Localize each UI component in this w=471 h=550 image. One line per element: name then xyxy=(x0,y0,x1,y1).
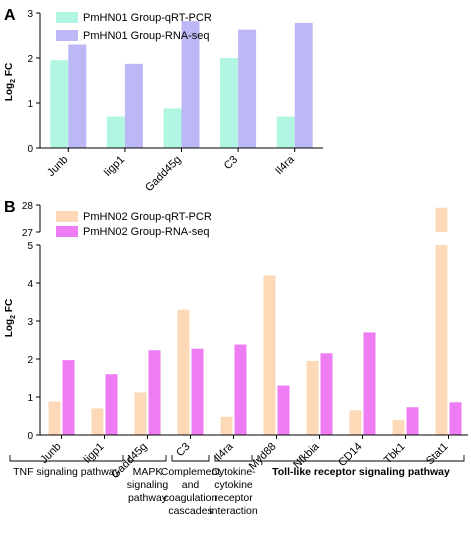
pathway-label-4-line-4: interaction xyxy=(209,505,258,517)
pathway-label-5-line-1: Toll-like receptor signaling pathway xyxy=(272,466,450,478)
panel-label-b: B xyxy=(4,199,16,216)
category-label-c3: C3 xyxy=(174,441,192,459)
bar-b-rnaseq-iigp1 xyxy=(105,374,118,435)
category-label-cd14: CD14 xyxy=(336,441,364,469)
pathway-label-2-line-2: signaling xyxy=(127,479,169,491)
category-label-junb: Junb xyxy=(45,154,70,179)
bar-a-qpcr-junb xyxy=(50,60,69,148)
category-label-il4ra: Il4ra xyxy=(273,153,297,177)
pathway-label-4-line-1: Cytokine- xyxy=(211,466,256,478)
bar-b-qpcr-c3 xyxy=(177,309,190,435)
pathway-label-1-line-1: TNF signaling pathway xyxy=(13,466,121,478)
bar-b-rnaseq-nfkbia xyxy=(320,353,333,435)
pathway-label-2-line-1: MAPK xyxy=(133,466,163,478)
bar-b-qpcr-nfkbia xyxy=(306,360,319,435)
bar-a-rnaseq-iigp1 xyxy=(124,63,143,148)
bar-b-qpcr-il4ra xyxy=(220,416,233,435)
bar-a-rnaseq-c3 xyxy=(238,29,257,148)
bar-b-rnaseq-cd14 xyxy=(363,332,376,435)
category-label-iigp1: Iigp1 xyxy=(81,441,106,466)
bar-b-qpcr-stat1 xyxy=(435,245,448,435)
pathway-label-4-line-3: receptor xyxy=(214,492,253,504)
pathway-label-4-line-2: cytokine xyxy=(214,479,253,491)
y-tick-label-b-1: 1 xyxy=(27,393,33,404)
legend-label-1: PmHN01 Group-qRT-PCR xyxy=(83,12,212,24)
y-axis-label: Log2 FC xyxy=(4,299,17,337)
legend-swatch-1 xyxy=(56,12,78,23)
legend-swatch-1 xyxy=(56,211,78,222)
legend-label-2: PmHN02 Group-RNA-seq xyxy=(83,226,210,238)
category-label-iigp1: Iigp1 xyxy=(102,154,127,179)
y-tick-label-b-2: 2 xyxy=(27,355,33,366)
bar-a-rnaseq-gadd45g xyxy=(181,21,200,149)
bar-b-qpcr-cd14 xyxy=(349,410,362,435)
y-tick-label-a-0: 0 xyxy=(27,144,33,155)
pathway-label-3-line-3: coagulation xyxy=(164,492,218,504)
bar-a-qpcr-il4ra xyxy=(276,116,295,148)
bar-b-qpcr-iigp1 xyxy=(91,408,104,435)
pathway-label-3-line-2: and xyxy=(182,479,200,491)
bar-a-qpcr-c3 xyxy=(220,58,239,148)
y-axis-label: Log2 FC xyxy=(4,63,17,101)
bar-a-rnaseq-il4ra xyxy=(294,22,313,148)
panel-b: B 0 1 2 3 4 5 27 28 Log2 FC PmHN02 Group-qRT-PCR Pm… xyxy=(4,199,468,517)
bar-b-qpcr-junb xyxy=(48,401,61,435)
y-tick-label-a-1: 1 xyxy=(27,99,33,110)
category-label-gadd45g: Gadd45g xyxy=(143,154,183,194)
pathway-label-3-line-1: Complement xyxy=(161,466,221,478)
category-label-junb: Junb xyxy=(38,441,63,466)
y-tick-label-a-3: 3 xyxy=(27,9,33,20)
category-label-stat1: Stat1 xyxy=(424,441,451,468)
bar-b-rnaseq-myd88 xyxy=(277,385,290,435)
bar-b-rnaseq-c3 xyxy=(191,348,204,435)
y-tick-label-b-27: 27 xyxy=(22,228,34,239)
pathway-bracket-5 xyxy=(257,455,465,462)
category-label-tbk1: Tbk1 xyxy=(382,441,408,467)
y-tick-label-b-4: 4 xyxy=(27,279,33,290)
pathway-label-2-line-3: pathway xyxy=(128,492,168,504)
bar-b-rnaseq-stat1 xyxy=(449,402,462,435)
pathway-bracket-3 xyxy=(171,455,210,462)
y-tick-label-a-2: 2 xyxy=(27,54,33,65)
bar-b-qpcr-gadd45g xyxy=(134,392,147,435)
y-tick-label-b-0: 0 xyxy=(27,431,33,442)
bar-a-rnaseq-junb xyxy=(68,44,87,148)
bar-b-rnaseq-il4ra xyxy=(234,344,247,435)
pathway-bracket-4 xyxy=(214,455,253,462)
category-label-c3: C3 xyxy=(222,154,240,172)
pathway-bracket-1 xyxy=(9,455,124,462)
bar-a-qpcr-gadd45g xyxy=(163,108,182,148)
bar-b-rnaseq-gadd45g xyxy=(148,350,161,435)
panel-a: A 0 1 2 3 Log2 FC PmHN01 Group-qRT-PCR PmHN01 G… xyxy=(4,7,323,194)
panel-label-a: A xyxy=(4,7,16,24)
bar-a-qpcr-iigp1 xyxy=(106,116,125,148)
bar-b-qpcr-myd88 xyxy=(263,275,276,435)
y-tick-label-b-3: 3 xyxy=(27,317,33,328)
bar-b-rnaseq-tbk1 xyxy=(406,407,419,435)
pathway-label-3-line-4: cascades xyxy=(168,505,212,517)
legend-label-1: PmHN02 Group-qRT-PCR xyxy=(83,211,212,223)
bar-b-rnaseq-junb xyxy=(62,360,75,435)
y-tick-label-b-28: 28 xyxy=(22,201,34,212)
y-tick-label-b-5: 5 xyxy=(27,241,33,252)
pathway-bracket-2 xyxy=(128,455,167,462)
legend-label-2: PmHN01 Group-RNA-seq xyxy=(83,30,210,42)
legend-swatch-2 xyxy=(56,30,78,41)
legend-swatch-2 xyxy=(56,226,78,237)
bar-b-qpcr-stat1-upper xyxy=(435,207,448,232)
bar-b-qpcr-tbk1 xyxy=(392,419,405,435)
